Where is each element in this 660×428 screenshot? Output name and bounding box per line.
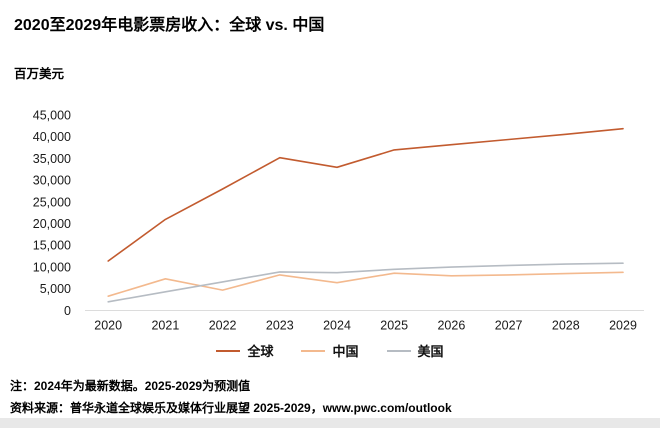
series-line-global [107, 127, 624, 262]
x-tick-label: 2025 [380, 319, 408, 333]
legend-item-china: 中国 [301, 341, 359, 360]
note-latest-data: 注：2024年为最新数据。2025-2029为预测值 [10, 379, 251, 393]
x-tick-label: 2028 [552, 319, 580, 333]
y-tick-label: 25,000 [33, 195, 71, 209]
y-tick-label: 0 [64, 304, 71, 318]
chart-title: 2020至2029年电影票房收入：全球 vs. 中国 [14, 17, 325, 34]
y-axis-unit-label: 百万美元 [14, 67, 65, 81]
legend-item-us: 美国 [386, 341, 444, 360]
x-tick-label: 2021 [151, 319, 179, 333]
legend: 全球 中国 美国 [0, 341, 660, 360]
x-tick-label: 2027 [495, 319, 523, 333]
legend-label-us: 美国 [417, 344, 444, 359]
x-tick-label: 2022 [209, 319, 237, 333]
y-tick-label: 10,000 [33, 260, 71, 274]
legend-item-global: 全球 [216, 341, 273, 360]
y-tick-label: 40,000 [33, 130, 71, 144]
source-note: 资料来源：普华永道全球娱乐及媒体行业展望 2025-2029，www.pwc.c… [10, 401, 452, 415]
x-tick-label: 2026 [437, 319, 465, 333]
y-tick-label: 15,000 [33, 239, 71, 253]
legend-swatch-global [216, 349, 241, 352]
series-line-us [107, 262, 624, 303]
y-tick-label: 5,000 [40, 282, 71, 296]
x-tick-label: 2023 [266, 319, 294, 333]
y-tick-label: 35,000 [33, 152, 71, 166]
line-chart: 0 5,000 10,000 15,000 20,000 25,000 30,000 35,0… [33, 109, 644, 333]
y-tick-label: 45,000 [33, 109, 71, 123]
y-tick-label: 20,000 [33, 217, 71, 231]
x-tick-label: 2024 [323, 319, 351, 333]
series-line-china [107, 271, 624, 297]
legend-label-china: 中国 [332, 344, 359, 359]
x-tick-label: 2029 [609, 319, 637, 333]
legend-swatch-china [301, 349, 326, 352]
legend-label-global: 全球 [247, 344, 274, 359]
y-tick-label: 30,000 [33, 174, 71, 188]
bottom-strip [0, 418, 660, 428]
legend-swatch-us [386, 349, 411, 352]
x-tick-label: 2020 [94, 319, 122, 333]
